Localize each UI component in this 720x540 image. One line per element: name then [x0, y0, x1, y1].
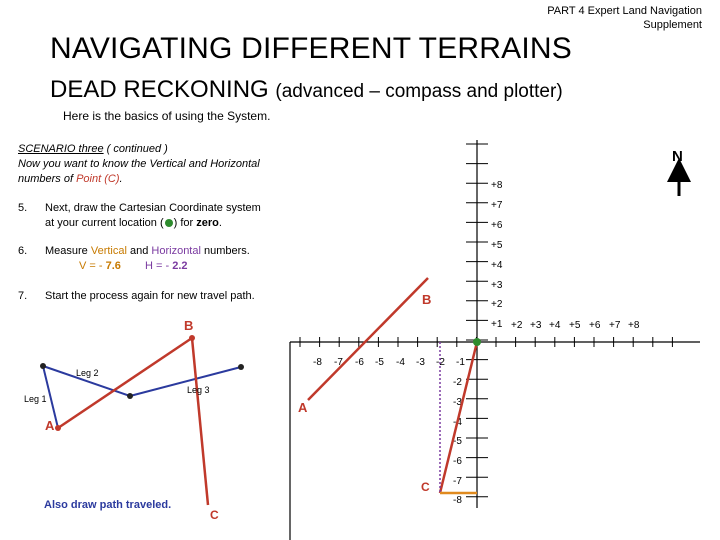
leg-node [238, 364, 244, 370]
x-tick-label: -7 [334, 357, 343, 368]
intro-text: Here is the basics of using the System. [63, 109, 271, 123]
x-tick-label: +8 [628, 320, 640, 331]
scenario-block: SCENARIO three ( continued ) Now you wan… [18, 142, 298, 187]
step-5-line1: Next, draw the Cartesian Coordinate syst… [45, 202, 261, 214]
leg-node [127, 393, 133, 399]
part-header-line1: PART 4 Expert Land Navigation [547, 5, 702, 17]
leg-1-label: Leg 1 [24, 394, 47, 404]
x-tick-label: -8 [313, 357, 322, 368]
y-tick-label: +1 [491, 319, 503, 330]
x-tick-label: -6 [355, 357, 364, 368]
sketch-point-a [55, 425, 61, 431]
path-a-to-b [307, 277, 429, 401]
step-5-number: 5. [18, 202, 28, 214]
scenario-line3a: numbers of [18, 173, 77, 185]
point-a-label: A [298, 400, 308, 415]
path-a-to-b-sketch [57, 336, 193, 430]
step-6-horizontal: Horizontal [151, 245, 201, 257]
sketch-b-label: B [184, 318, 193, 333]
step-5-line2d: . [218, 217, 222, 229]
x-tick-label: +3 [530, 320, 542, 331]
step-6-vertical: Vertical [90, 245, 127, 257]
y-tick-label: +7 [491, 200, 503, 211]
scenario-heading-rest: ( continued ) [103, 143, 168, 155]
step-7-number: 7. [18, 290, 28, 302]
y-tick-label: +2 [491, 299, 503, 310]
step-5-line2a: at your current location ( [45, 217, 164, 229]
x-tick-label: +6 [589, 320, 601, 331]
y-tick-label: -5 [453, 436, 462, 447]
leg-3-line [129, 366, 242, 397]
leg-node [40, 363, 46, 369]
scenario-point-c: Point (C) [76, 173, 120, 185]
point-b-label: B [422, 292, 431, 307]
leg-2-line [42, 365, 131, 397]
origin-dot-icon [164, 219, 173, 228]
part-header: PART 4 Expert Land Navigation Supplement [547, 4, 702, 32]
y-tick-label: -8 [453, 495, 462, 506]
x-tick-label: -4 [396, 357, 405, 368]
sketch-point-b [189, 335, 195, 341]
h-value: 2.2 [172, 260, 188, 272]
step-6: 6. Measure Vertical and Horizontal numbe… [18, 244, 308, 276]
x-tick-label: -5 [375, 357, 384, 368]
x-tick-label: -3 [416, 357, 425, 368]
scenario-line3b: . [119, 173, 123, 185]
north-label: N [672, 148, 683, 165]
origin-point [473, 338, 481, 346]
path-b-to-c-sketch [190, 337, 210, 506]
y-tick-label: -7 [453, 476, 462, 487]
y-tick-label: +4 [491, 260, 503, 271]
also-draw-caption: Also draw path traveled. [44, 499, 171, 511]
point-c-label: C [421, 480, 430, 494]
y-tick-label: +6 [491, 220, 503, 231]
y-tick-label: -2 [453, 377, 462, 388]
y-tick-label: -3 [453, 397, 462, 408]
y-tick-label: +3 [491, 280, 503, 291]
x-tick-label: +2 [511, 320, 523, 331]
step-6-number: 6. [18, 245, 28, 257]
y-tick-label: +5 [491, 240, 503, 251]
leg-3-label: Leg 3 [187, 385, 210, 395]
step-6-and: and [126, 245, 152, 257]
scenario-heading: SCENARIO three [18, 143, 104, 155]
sketch-a-label: A [45, 418, 55, 433]
step-6-rest: numbers. [200, 245, 250, 257]
page-title: NAVIGATING DIFFERENT TERRAINS [50, 32, 572, 65]
h-label: H = - [145, 260, 173, 272]
leg-2-label: Leg 2 [76, 368, 99, 378]
y-tick-label: +8 [491, 180, 503, 191]
y-tick-label: -6 [453, 456, 462, 467]
x-tick-label: +5 [569, 320, 581, 331]
x-tick-label: +7 [609, 320, 621, 331]
sketch-c-label: C [210, 508, 219, 522]
v-label: V = - [79, 260, 106, 272]
x-axis-ticks [299, 337, 673, 347]
step-5-bold: zero [196, 217, 219, 229]
step-5: 5. Next, draw the Cartesian Coordinate s… [18, 201, 308, 233]
path-c-to-origin [438, 341, 479, 494]
subtitle-main: DEAD RECKONING [50, 76, 269, 103]
leg-1-line [42, 365, 59, 429]
part-header-line2: Supplement [643, 19, 702, 31]
step-6-text: Measure [45, 245, 91, 257]
page-subtitle: DEAD RECKONING (advanced – compass and p… [50, 76, 563, 104]
step-5-line2c: ) for [173, 217, 197, 229]
scenario-line2: Now you want to know the Vertical and Ho… [18, 158, 260, 170]
step-7-text: Start the process again for new travel p… [45, 290, 255, 302]
step-7: 7. Start the process again for new trave… [18, 289, 308, 305]
x-tick-label: +4 [549, 320, 561, 331]
subtitle-paren: (advanced – compass and plotter) [275, 81, 563, 102]
x-tick-label: -1 [456, 357, 465, 368]
y-axis-ticks [466, 143, 488, 498]
v-value: 7.6 [105, 260, 121, 272]
